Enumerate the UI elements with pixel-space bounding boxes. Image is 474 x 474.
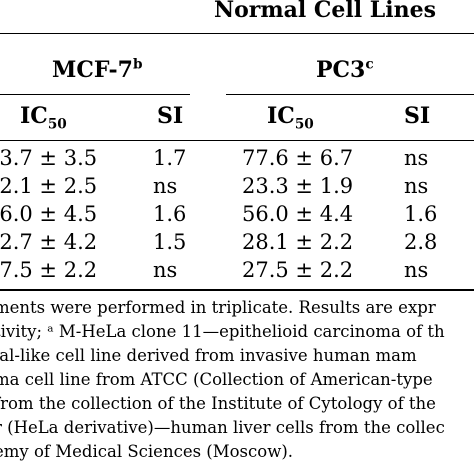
rule-under-group <box>0 33 474 34</box>
ic50-header-b: IC50 <box>267 103 314 133</box>
cell-a-ic50: 23.7 ± 3.5 <box>0 146 98 170</box>
cell-b-ic50: 28.1 ± 2.2 <box>242 230 354 254</box>
cell-a-si: 1.7 <box>153 146 187 170</box>
ic50-header-a: IC50 <box>20 103 67 133</box>
cell-b-si: 1.6 <box>404 202 438 226</box>
cell-a-si: 1.5 <box>153 230 187 254</box>
si-header-b: SI <box>404 103 431 129</box>
footnote-line: ma cell line from ATCC (Collection of Am… <box>0 370 433 389</box>
cell-b-ic50: 77.6 ± 6.7 <box>242 146 354 170</box>
footnote-line: emy of Medical Sciences (Moscow). <box>0 442 294 461</box>
table-bottom-rule <box>0 289 474 291</box>
cell-a-ic50: 22.1 ± 2.5 <box>0 174 98 198</box>
cell-a-ic50: 32.7 ± 4.2 <box>0 230 98 254</box>
cell-b-si: 2.8 <box>404 230 438 254</box>
cell-a-ic50: 27.5 ± 2.2 <box>0 258 98 282</box>
footnote-line: from the collection of the Institute of … <box>0 394 436 413</box>
rule-under-line-b <box>226 94 474 95</box>
cell-line-header-a: MCF-7b <box>52 56 143 83</box>
cell-a-si: ns <box>153 258 178 282</box>
group-header: Normal Cell Lines <box>214 0 437 23</box>
cell-b-si: ns <box>404 258 429 282</box>
cell-a-si: ns <box>153 174 178 198</box>
footnote-line: r (HeLa derivative)—human liver cells fr… <box>0 418 445 437</box>
cell-line-header-b: PC3c <box>316 56 374 83</box>
footnote-line: ments were performed in triplicate. Resu… <box>0 298 436 317</box>
rule-under-column-headers <box>0 140 474 141</box>
si-header-a: SI <box>157 103 184 129</box>
cell-b-ic50: 27.5 ± 2.2 <box>242 258 354 282</box>
footnote-line: ial-like cell line derived from invasive… <box>0 346 417 365</box>
cell-a-ic50: 56.0 ± 4.5 <box>0 202 98 226</box>
cell-b-ic50: 56.0 ± 4.4 <box>242 202 354 226</box>
rule-under-line-a <box>0 94 190 95</box>
footnote-line: tivity; ᵃ M-HeLa clone 11—epithelioid ca… <box>0 322 445 341</box>
cell-a-si: 1.6 <box>153 202 187 226</box>
cell-b-ic50: 23.3 ± 1.9 <box>242 174 354 198</box>
cell-b-si: ns <box>404 146 429 170</box>
cell-b-si: ns <box>404 174 429 198</box>
